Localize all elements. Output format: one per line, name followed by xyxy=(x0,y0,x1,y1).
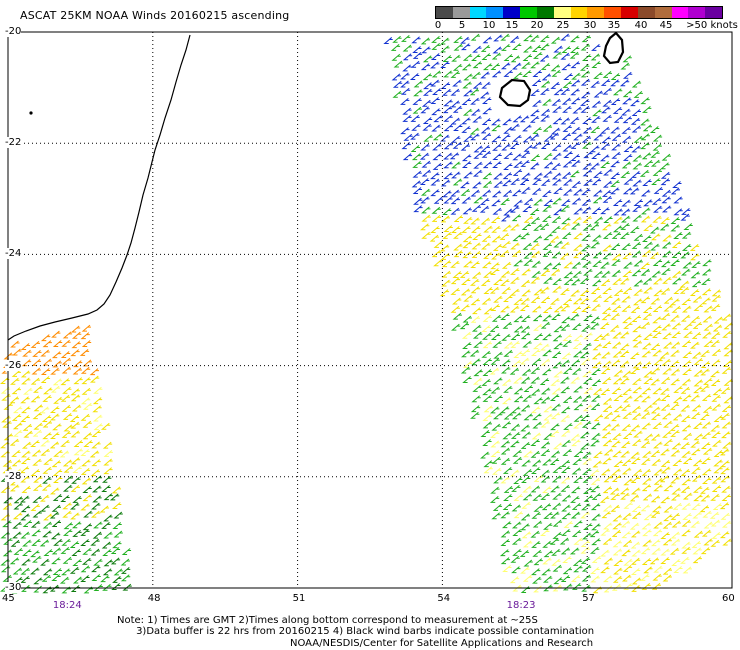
longitude-tick-label: 48 xyxy=(147,593,161,604)
footnotes: Note: 1) Times are GMT 2)Times along bot… xyxy=(117,615,594,637)
latitude-tick-label: -20 xyxy=(5,26,22,37)
latitude-tick-label: -22 xyxy=(5,137,22,149)
coastline xyxy=(498,78,532,108)
legend-swatch xyxy=(688,7,706,18)
map-title: ASCAT 25KM NOAA Winds 20160215 ascending xyxy=(20,9,290,22)
map-frame xyxy=(7,31,733,589)
legend-label: 25 xyxy=(556,20,570,31)
longitude-tick-label: 54 xyxy=(437,593,451,604)
latitude-tick-label: -24 xyxy=(5,248,22,260)
legend-swatch xyxy=(604,7,622,18)
legend-swatch xyxy=(553,7,571,18)
legend-swatch xyxy=(654,7,672,18)
legend-label: 10 xyxy=(482,20,496,31)
legend-swatch xyxy=(536,7,554,18)
credit-line: NOAA/NESDIS/Center for Satellite Applica… xyxy=(290,638,594,649)
legend-label: 20 xyxy=(530,20,544,31)
longitude-tick-label: 51 xyxy=(292,593,306,604)
wind-barbs-layer xyxy=(0,33,733,594)
latitude-tick-label: -28 xyxy=(5,470,22,482)
longitude-tick-label: 60 xyxy=(722,593,735,604)
legend-label: 5 xyxy=(458,20,466,31)
coastline xyxy=(7,34,191,341)
legend-swatch xyxy=(671,7,689,18)
grid-lines xyxy=(8,32,732,588)
legend-swatch xyxy=(705,7,723,18)
swath-time-label: 18:23 xyxy=(506,600,536,611)
notes-line-1: Note: 1) Times are GMT 2)Times along bot… xyxy=(117,615,538,626)
legend-swatch xyxy=(570,7,588,18)
longitude-tick-label: 57 xyxy=(582,593,595,604)
legend-swatch xyxy=(503,7,521,18)
legend-swatch xyxy=(486,7,504,18)
notes-line-2: 3)Data buffer is 22 hrs from 20160215 4)… xyxy=(117,626,595,637)
legend-label: >50 knots xyxy=(686,20,738,31)
legend-swatch xyxy=(520,7,537,18)
legend-swatch xyxy=(637,7,655,18)
legend-label: 15 xyxy=(505,20,519,31)
legend-label: 30 xyxy=(583,20,597,31)
legend-label: 35 xyxy=(607,20,621,31)
wind-speed-color-legend xyxy=(435,6,723,19)
latitude-tick-label: -26 xyxy=(5,359,22,371)
longitude-tick-label: 45 xyxy=(2,593,15,604)
coastline-layer xyxy=(7,31,625,341)
legend-swatch xyxy=(469,7,487,18)
coastline xyxy=(602,31,625,65)
legend-label: 45 xyxy=(659,20,673,31)
legend-label: 0 xyxy=(434,20,442,31)
swath-time-label: 18:24 xyxy=(52,600,82,611)
legend-swatch xyxy=(621,7,638,18)
legend-swatch xyxy=(452,7,470,18)
legend-label: 40 xyxy=(634,20,648,31)
small-island xyxy=(29,111,33,115)
legend-swatch xyxy=(436,7,453,18)
legend-swatch xyxy=(587,7,605,18)
latitude-tick-label: -30 xyxy=(5,582,22,593)
